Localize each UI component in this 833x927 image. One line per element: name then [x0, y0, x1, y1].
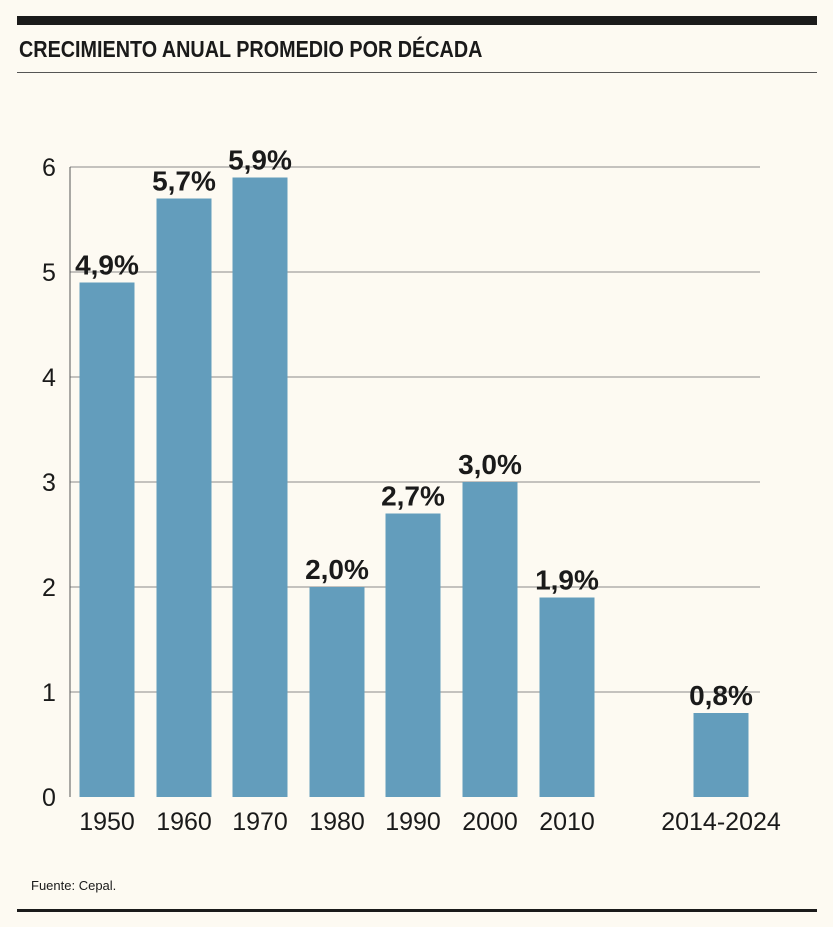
x-tick-label-1990: 1990 [385, 808, 441, 836]
data-label-1950: 4,9% [75, 250, 139, 281]
y-tick-label: 1 [42, 679, 56, 707]
y-tick-label: 2 [42, 574, 56, 602]
chart-title: CRECIMIENTO ANUAL PROMEDIO POR DÉCADA [19, 36, 483, 62]
data-label-2000: 3,0% [458, 449, 522, 480]
y-tick-label: 4 [42, 364, 56, 392]
bar-1980 [309, 587, 365, 797]
y-tick-label: 6 [42, 154, 56, 182]
x-tick-label-1980: 1980 [309, 808, 365, 836]
bars [79, 177, 749, 797]
data-label-2014-2024: 0,8% [689, 680, 753, 711]
bar-2014-2024 [693, 713, 749, 797]
title-rule [17, 72, 817, 73]
x-tick-label-1950: 1950 [79, 808, 135, 836]
y-tick-label: 5 [42, 259, 56, 287]
bar-2010 [539, 597, 595, 797]
y-tick-label: 0 [42, 784, 56, 812]
x-axis-ticks: 1950 1960 1970 1980 1990 2000 2010 2014-2024 [79, 808, 781, 836]
bottom-rule [17, 909, 817, 912]
data-label-1990: 2,7% [381, 481, 445, 512]
bar-1960 [156, 198, 212, 797]
data-label-1980: 2,0% [305, 554, 369, 585]
data-labels: 4,9% 5,7% 5,9% 2,0% 2,7% 3,0% 1,9% 0,8% [75, 145, 753, 712]
y-axis-ticks: 0 1 2 3 4 5 6 [42, 154, 56, 812]
bar-1990 [385, 513, 441, 797]
data-label-1970: 5,9% [228, 145, 292, 176]
bar-1970 [232, 177, 288, 797]
data-label-2010: 1,9% [535, 565, 599, 596]
y-tick-label: 3 [42, 469, 56, 497]
x-tick-label-2014-2024: 2014-2024 [661, 808, 781, 836]
x-tick-label-2010: 2010 [539, 808, 595, 836]
x-tick-label-2000: 2000 [462, 808, 518, 836]
source-note: Fuente: Cepal. [31, 878, 117, 893]
x-tick-label-1960: 1960 [156, 808, 212, 836]
bar-2000 [462, 482, 518, 797]
top-rule [17, 16, 817, 25]
bar-1950 [79, 282, 135, 797]
data-label-1960: 5,7% [152, 166, 216, 197]
x-tick-label-1970: 1970 [232, 808, 288, 836]
